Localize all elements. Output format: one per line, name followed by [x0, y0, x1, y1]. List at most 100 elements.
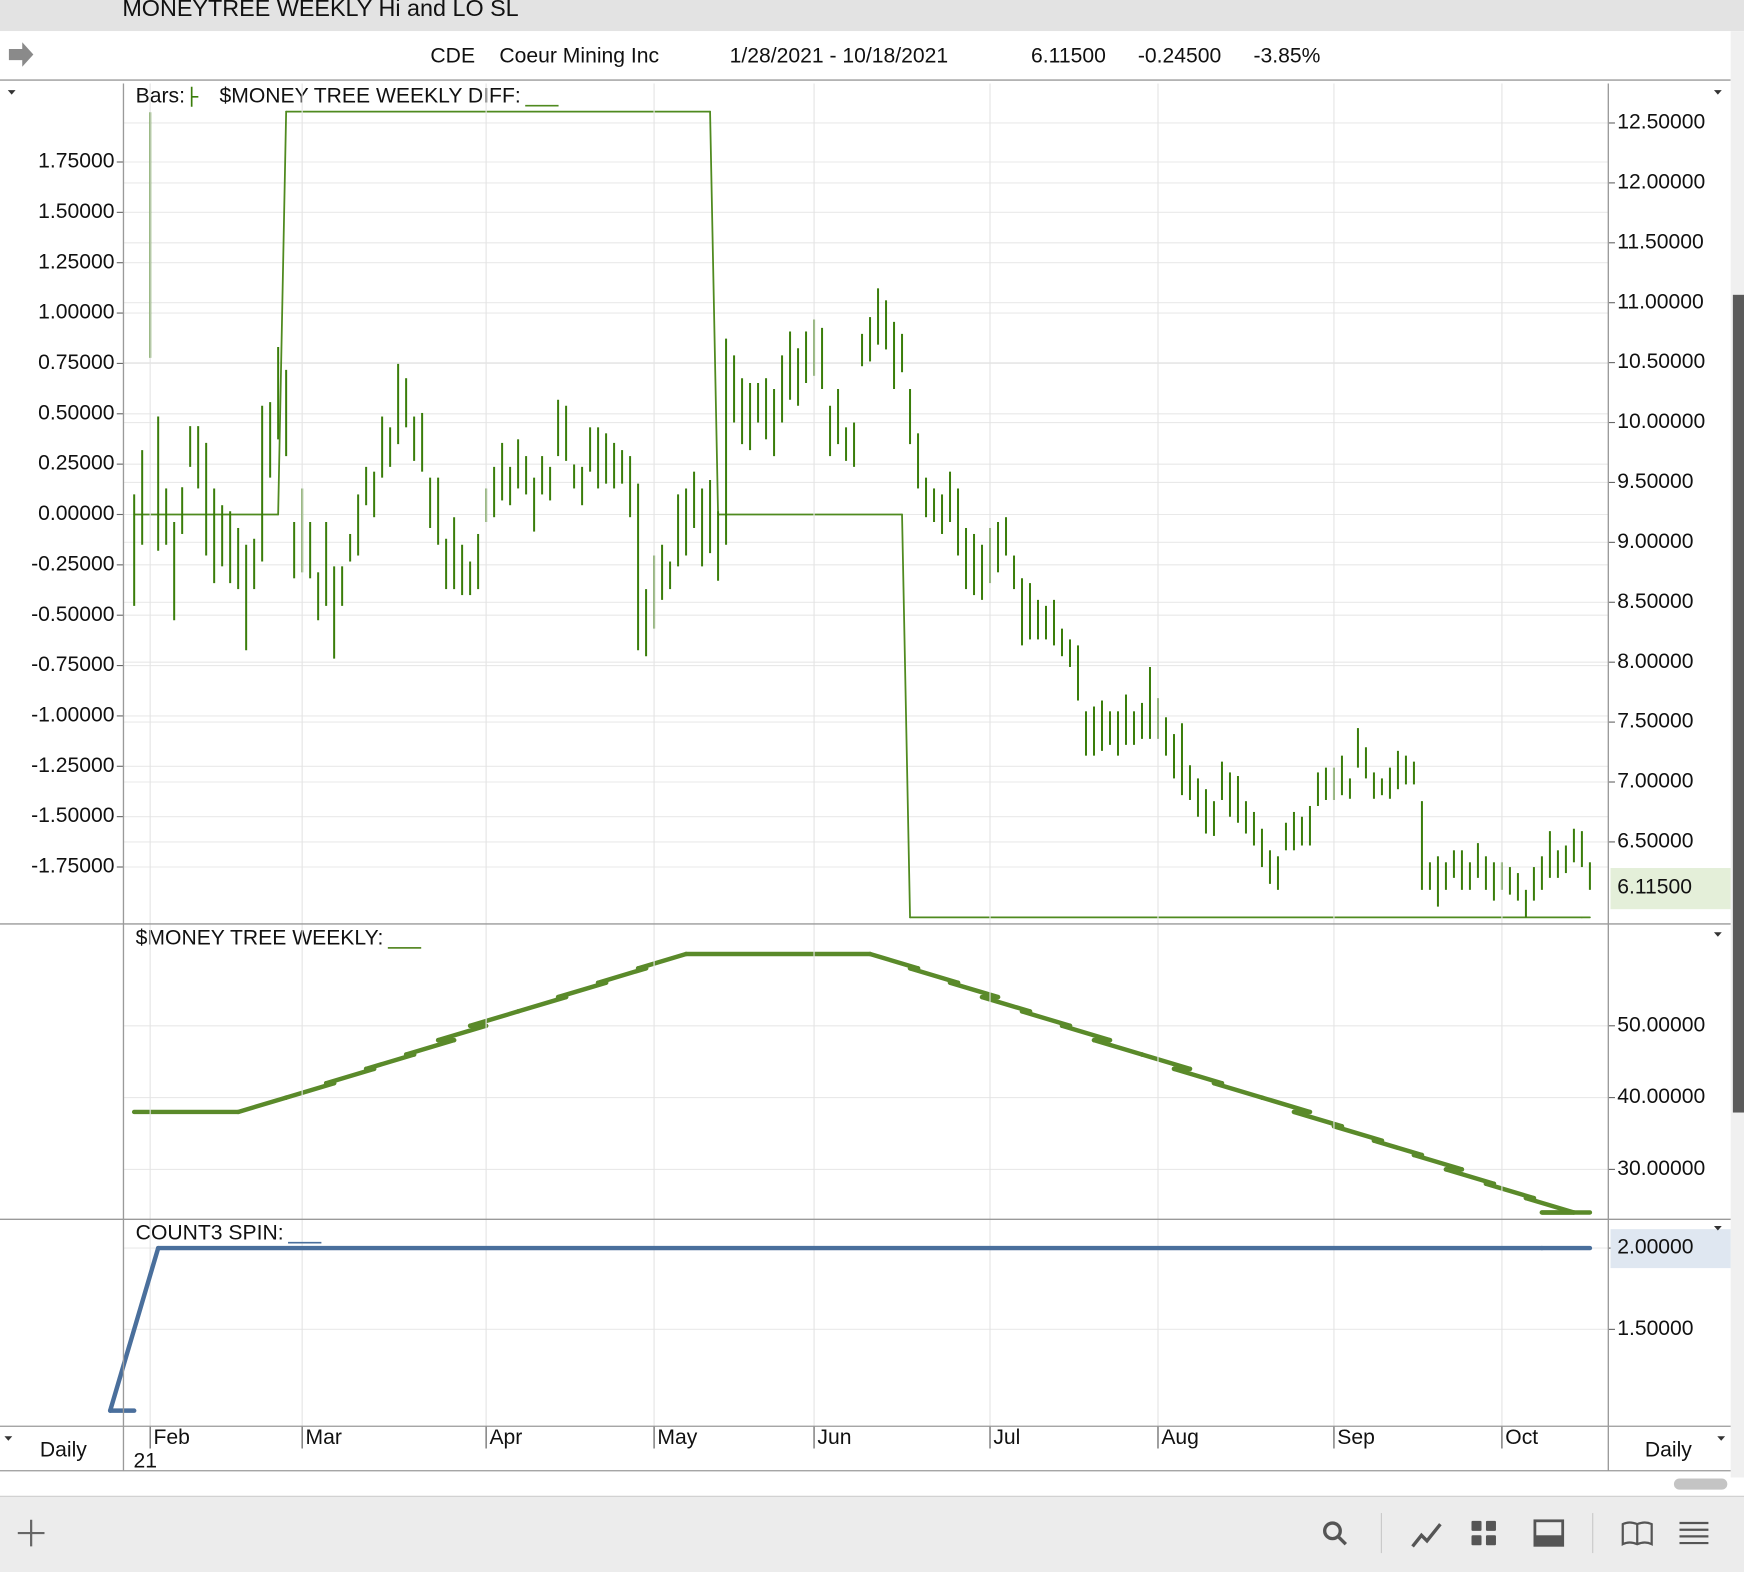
y-tick-label: -0.75000	[31, 653, 114, 676]
y-tick-label: 7.50000	[1617, 710, 1693, 733]
current-value-box	[1610, 1229, 1731, 1269]
plot-area: -1.75000 -1.50000 -1.25000 -1.00000 -0.75000…	[31, 83, 1731, 1472]
last-value-label: 6.11500	[1617, 876, 1692, 899]
pane-menu[interactable]	[1713, 932, 1722, 937]
x-tick-label: Jun	[817, 1426, 851, 1449]
search-icon-handle	[1336, 1535, 1347, 1546]
step-riser	[277, 110, 288, 516]
y-tick-label: 0.50000	[38, 401, 114, 424]
legend-bar-icon	[190, 86, 199, 107]
step-riser	[1371, 1138, 1425, 1158]
step-riser	[323, 1066, 377, 1086]
step-riser	[1211, 1081, 1265, 1100]
title-bar	[0, 0, 1744, 32]
header: CDE Coeur Mining Inc 1/28/2021 - 10/18/2…	[430, 44, 1320, 67]
y-tick-label: 10.00000	[1617, 410, 1705, 433]
y-tick-label: 0.75000	[38, 351, 114, 374]
search-icon[interactable]	[1323, 1521, 1342, 1541]
period-right[interactable]: Daily	[1645, 1438, 1692, 1461]
step-riser	[1483, 1181, 1537, 1201]
x-tick-label: Sep	[1337, 1426, 1375, 1449]
step-riser	[435, 1023, 489, 1043]
percent-change: -3.85%	[1253, 44, 1320, 67]
step-riser	[1091, 1037, 1145, 1057]
price-change: -0.24500	[1138, 44, 1221, 67]
y-tick-label: 9.00000	[1617, 530, 1693, 553]
book-icon[interactable]	[1621, 1521, 1653, 1546]
y-tick-label: 30.00000	[1617, 1157, 1705, 1180]
header-bar	[0, 31, 1744, 81]
step-riser	[1523, 1195, 1577, 1215]
step-riser	[235, 1095, 289, 1115]
step-riser	[515, 994, 569, 1014]
y-tick-label: -1.25000	[31, 754, 114, 777]
y-tick-label: -1.75000	[31, 855, 114, 878]
pane-menu[interactable]	[1713, 1226, 1722, 1231]
add-button[interactable]	[17, 1519, 45, 1547]
step-riser	[1443, 1167, 1497, 1186]
y-tick-label: 12.00000	[1617, 170, 1705, 193]
step-riser	[907, 966, 961, 985]
period-menu[interactable]	[4, 1436, 13, 1441]
y-tick-label: 50.00000	[1617, 1013, 1705, 1036]
window-icon-fill	[1534, 1535, 1563, 1546]
step-riser	[901, 513, 911, 919]
step-riser	[403, 1037, 457, 1057]
x-tick-label: Oct	[1505, 1426, 1538, 1449]
y-tick-label: 11.50000	[1617, 230, 1704, 253]
step-riser	[363, 1052, 417, 1072]
x-tick-label: Jul	[993, 1426, 1020, 1449]
pane-menu[interactable]	[1713, 90, 1722, 95]
year-label: 21	[133, 1449, 156, 1472]
company-name: Coeur Mining Inc	[499, 44, 659, 67]
y-tick-label: 1.50000	[38, 200, 114, 223]
y-tick-label: -0.50000	[31, 603, 114, 626]
pane-menu[interactable]	[7, 90, 16, 95]
legend-label: Bars:	[136, 84, 185, 107]
y-tick-label: 11.00000	[1617, 290, 1704, 313]
step-riser	[1331, 1124, 1385, 1143]
menu-icon[interactable]	[1679, 1521, 1709, 1545]
scrollbar[interactable]	[1673, 1478, 1728, 1490]
step-riser	[867, 951, 921, 971]
period-menu[interactable]	[1717, 1436, 1726, 1441]
grid-icon-cell	[1485, 1520, 1496, 1531]
y-tick-label: -1.50000	[31, 804, 114, 827]
background-window	[1732, 294, 1744, 1113]
y-tick-label: 9.50000	[1617, 470, 1693, 493]
date-range: 1/28/2021 - 10/18/2021	[730, 44, 948, 67]
step-riser	[635, 951, 689, 971]
symbol: CDE	[430, 44, 475, 67]
step-riser	[1171, 1066, 1225, 1086]
y-tick-label: 10.50000	[1617, 350, 1705, 373]
y-tick-label: 6.50000	[1617, 829, 1693, 852]
y-tick-label: 7.00000	[1617, 770, 1693, 793]
step-riser	[467, 1009, 521, 1029]
step-riser	[709, 110, 719, 516]
toolbar	[0, 1496, 1744, 1572]
step-riser	[107, 1245, 161, 1413]
y-tick-label: -1.00000	[31, 704, 114, 727]
grid-icon-cell	[1471, 1535, 1482, 1546]
legend-label: COUNT3 SPIN:	[136, 1221, 284, 1244]
y-tick-label: 1.00000	[38, 301, 114, 324]
y-tick-label: 12.50000	[1617, 111, 1705, 134]
step-riser	[1411, 1152, 1465, 1172]
period-left[interactable]: Daily	[40, 1438, 87, 1461]
step-riser	[1019, 1009, 1073, 1029]
legend-label: $MONEY TREE WEEKLY:	[136, 927, 384, 950]
step-riser	[1059, 1023, 1113, 1043]
y-tick-label: 8.00000	[1617, 650, 1693, 673]
grid-icon-cell	[1485, 1535, 1496, 1546]
y-tick-label: 0.25000	[38, 452, 114, 475]
y-tick-label: 8.50000	[1617, 590, 1693, 613]
y-tick-label: 1.25000	[38, 250, 114, 273]
link-arrow-icon[interactable]	[8, 42, 34, 67]
x-tick-label: Apr	[489, 1426, 522, 1449]
last-value-box	[1610, 868, 1731, 910]
y-tick-label: 0.00000	[38, 502, 114, 525]
chart-icon[interactable]	[1411, 1523, 1442, 1548]
grid-icon[interactable]	[1471, 1520, 1496, 1546]
